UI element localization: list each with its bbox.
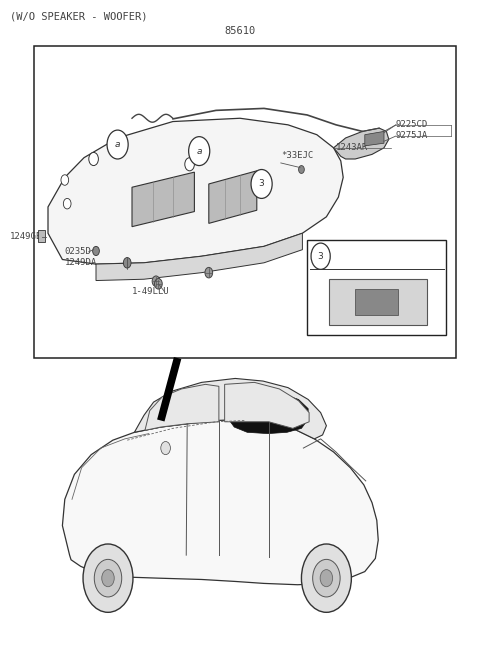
Polygon shape (230, 394, 308, 434)
Circle shape (299, 166, 304, 173)
Circle shape (61, 175, 69, 185)
Circle shape (83, 544, 133, 612)
Circle shape (189, 137, 210, 166)
Circle shape (311, 243, 330, 269)
Polygon shape (225, 382, 309, 428)
Polygon shape (38, 230, 45, 242)
Circle shape (107, 130, 128, 159)
Text: 1243AR: 1243AR (336, 143, 368, 152)
Text: 1249GE: 1249GE (10, 232, 42, 241)
Circle shape (161, 442, 170, 455)
Text: 0235D: 0235D (65, 247, 92, 256)
Polygon shape (145, 384, 219, 430)
Text: 85610: 85610 (224, 26, 256, 36)
Circle shape (123, 258, 131, 268)
Circle shape (155, 279, 162, 289)
Polygon shape (365, 131, 384, 146)
Circle shape (63, 198, 71, 209)
Text: a: a (196, 147, 202, 156)
Circle shape (94, 559, 122, 597)
Circle shape (102, 570, 114, 587)
Polygon shape (62, 419, 378, 585)
Text: 9275JA: 9275JA (396, 131, 428, 141)
Polygon shape (329, 279, 427, 325)
Circle shape (320, 570, 333, 587)
Text: 1249DA: 1249DA (65, 258, 97, 267)
Polygon shape (132, 172, 194, 227)
Bar (307, 240, 446, 335)
Text: 89E55E: 89E55E (334, 252, 366, 261)
Circle shape (312, 559, 340, 597)
Text: a: a (115, 140, 120, 149)
Text: 3: 3 (259, 179, 264, 189)
Bar (34, 46, 456, 358)
Polygon shape (334, 128, 389, 159)
Text: (W/O SPEAKER - WOOFER): (W/O SPEAKER - WOOFER) (10, 12, 147, 22)
Text: 9225CD: 9225CD (396, 120, 428, 129)
Circle shape (89, 152, 98, 166)
Circle shape (205, 267, 213, 278)
Polygon shape (96, 233, 302, 281)
Polygon shape (355, 289, 398, 315)
Polygon shape (209, 171, 257, 223)
Text: 1-49LLU: 1-49LLU (132, 287, 169, 296)
Circle shape (301, 544, 351, 612)
Polygon shape (134, 378, 326, 439)
Polygon shape (48, 118, 343, 264)
Circle shape (93, 246, 99, 256)
Circle shape (152, 276, 160, 286)
Text: 3: 3 (318, 252, 324, 261)
Text: *33EJC: *33EJC (281, 150, 313, 160)
Circle shape (185, 158, 194, 171)
Circle shape (251, 170, 272, 198)
